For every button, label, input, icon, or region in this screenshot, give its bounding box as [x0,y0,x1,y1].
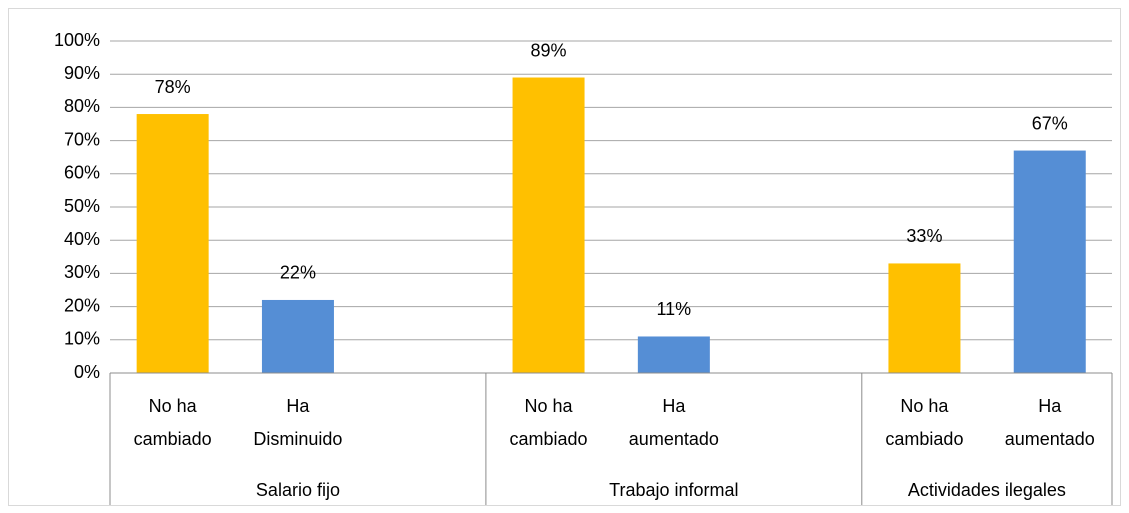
group-label: Actividades ilegales [907,480,1066,500]
y-tick-label: 90% [64,63,100,83]
data-label: 67% [1032,113,1068,133]
data-label: 33% [906,226,942,246]
data-label: 22% [280,263,316,283]
y-tick-label: 10% [64,329,100,349]
x-tick-label: No ha cambiado [885,396,964,449]
x-tick-label: Ha aumentado [1004,396,1095,449]
x-tick-label: No ha cambiado [509,396,588,449]
group-label: Salario fijo [255,480,340,500]
x-tick-label: No ha cambiado [133,396,212,449]
chart-border [8,8,1121,506]
bar [637,336,710,373]
y-tick-label: 30% [64,262,100,282]
y-tick-label: 20% [64,295,100,315]
data-label: 11% [656,299,691,319]
y-tick-label: 70% [64,129,100,149]
x-tick-label: Ha Disminuido [253,396,343,449]
bar [136,114,209,373]
data-label: 89% [531,40,567,60]
y-tick-label: 50% [64,196,100,216]
bar [512,77,585,374]
data-label: 78% [155,77,191,97]
bar [261,299,334,373]
bar [1013,150,1086,373]
y-tick-label: 40% [64,229,100,249]
y-tick-label: 0% [74,362,100,382]
y-tick-label: 60% [64,163,100,183]
x-tick-label: Ha aumentado [628,396,719,449]
y-tick-label: 80% [64,96,100,116]
y-tick-label: 100% [54,30,100,50]
group-label: Trabajo informal [609,480,739,500]
bar [888,263,961,373]
